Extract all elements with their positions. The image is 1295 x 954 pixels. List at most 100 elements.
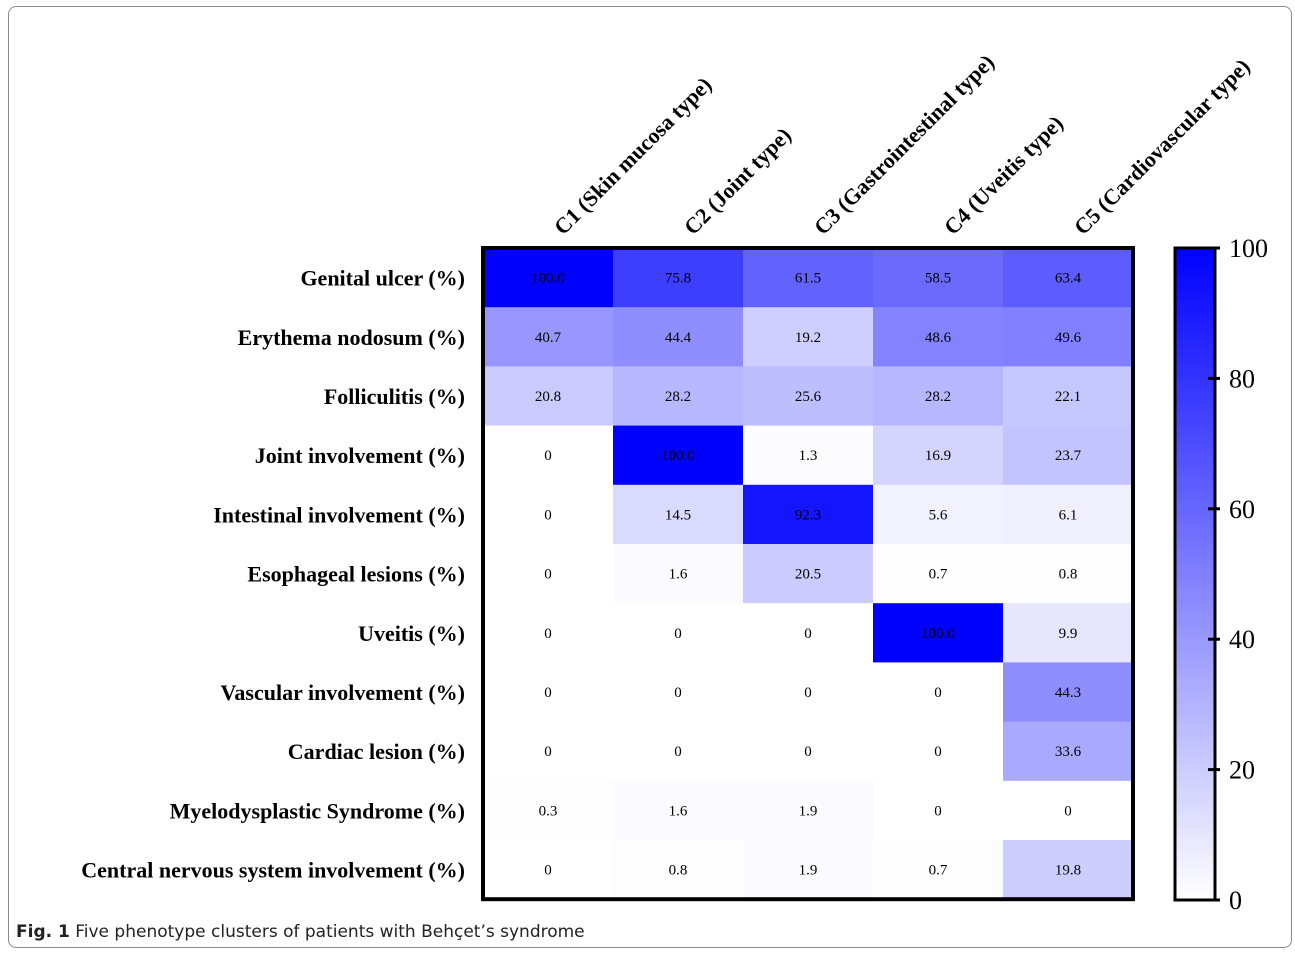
- cell-value-label: 0: [934, 685, 942, 701]
- row-label: Uveitis (%): [358, 621, 465, 646]
- heatmap-cell: [483, 662, 614, 723]
- heatmap-cell: [483, 248, 614, 308]
- cell-value-label: 0: [544, 507, 552, 523]
- heatmap-cell: [613, 840, 744, 900]
- cell-value-label: 0: [804, 626, 812, 642]
- colorbar-tick-label: 80: [1229, 364, 1255, 393]
- row-label: Central nervous system involvement (%): [81, 858, 465, 883]
- heatmap-cell: [873, 721, 1004, 782]
- heatmap-cell: [1003, 603, 1134, 663]
- cell-value-label: 0: [544, 685, 552, 701]
- heatmap-cell: [743, 248, 874, 308]
- cell-value-label: 23.7: [1055, 448, 1082, 464]
- cell-value-label: 25.6: [795, 389, 822, 405]
- heatmap-cell: [743, 366, 874, 427]
- heatmap-cell: [873, 780, 1004, 841]
- heatmap-cell: [1003, 366, 1134, 427]
- colorbar-tick-label: 40: [1229, 625, 1255, 654]
- row-label: Myelodysplastic Syndrome (%): [170, 798, 465, 823]
- row-label: Erythema nodosum (%): [238, 325, 465, 350]
- cell-value-label: 75.8: [665, 271, 691, 287]
- colorbar-ticks: 0 20 40 60 80 100: [1208, 234, 1268, 915]
- heatmap-cell: [483, 307, 614, 367]
- row-label: Genital ulcer (%): [300, 266, 465, 291]
- row-label: Cardiac lesion (%): [288, 739, 465, 764]
- cell-value-label: 0.7: [929, 567, 948, 583]
- cell-value-label: 1.6: [669, 567, 688, 583]
- column-labels: C1 (Skin mucosa type)C2 (Joint type) C3 (…: [549, 49, 1255, 239]
- heatmap-cell: [873, 366, 1004, 427]
- colorbar-tick-label: 100: [1229, 234, 1268, 263]
- cell-value-label: 40.7: [535, 330, 562, 346]
- heatmap-cell: [873, 544, 1004, 604]
- cell-value-label: 0.8: [669, 863, 688, 879]
- heatmap-cell: [1003, 662, 1134, 723]
- heatmap-cell: [1003, 307, 1134, 367]
- cell-value-label: 0: [804, 685, 812, 701]
- heatmap-cell: [743, 484, 874, 545]
- cell-value-label: 5.6: [929, 507, 948, 523]
- heatmap-cell: [483, 721, 614, 782]
- cell-value-label: 0.3: [539, 803, 558, 819]
- heatmap-cell: [743, 544, 874, 604]
- cell-value-label: 1.3: [799, 448, 818, 464]
- heatmap-cell: [873, 603, 1004, 663]
- cell-value-label: 100.0: [661, 448, 695, 464]
- heatmap-cell: [613, 425, 744, 486]
- heatmap-cell: [483, 484, 614, 545]
- heatmap-cell: [483, 544, 614, 604]
- row-label: Esophageal lesions (%): [247, 562, 465, 587]
- heatmap-cell: [873, 484, 1004, 545]
- cell-value-label: 16.9: [925, 448, 951, 464]
- heatmap-cell: [613, 307, 744, 367]
- heatmap-cell: [873, 662, 1004, 723]
- cell-value-label: 44.4: [665, 330, 692, 346]
- cell-value-label: 0: [674, 626, 682, 642]
- cell-value-label: 33.6: [1055, 744, 1082, 760]
- heatmap-cell: [1003, 780, 1134, 841]
- heatmap-cell: [483, 425, 614, 486]
- row-label: Folliculitis (%): [324, 384, 465, 409]
- heatmap-cell: [1003, 484, 1134, 545]
- heatmap-cell: [483, 603, 614, 663]
- figure-caption: Fig. 1 Five phenotype clusters of patien…: [16, 922, 585, 942]
- cell-value-label: 92.3: [795, 507, 821, 523]
- heatmap-cell: [1003, 425, 1134, 486]
- heatmap-cell: [613, 484, 744, 545]
- cell-value-label: 0: [544, 863, 552, 879]
- heatmap-cell: [1003, 840, 1134, 900]
- cell-value-label: 0.8: [1059, 567, 1078, 583]
- cell-value-label: 0: [1064, 803, 1072, 819]
- cell-value-label: 6.1: [1059, 507, 1078, 523]
- heatmap-cell: [483, 840, 614, 900]
- colorbar-tick-label: 60: [1229, 495, 1255, 524]
- cell-value-label: 9.9: [1059, 626, 1078, 642]
- heatmap-cell: [613, 248, 744, 308]
- heatmap-cell: [873, 425, 1004, 486]
- cell-value-label: 0: [934, 803, 942, 819]
- cell-value-label: 61.5: [795, 271, 821, 287]
- cell-value-label: 0: [674, 685, 682, 701]
- colorbar-tick-label: 20: [1229, 756, 1255, 785]
- heatmap-cell: [1003, 248, 1134, 308]
- cell-value-label: 0: [544, 744, 552, 760]
- colorbar-tick-label: 0: [1229, 886, 1242, 915]
- cell-value-label: 1.6: [669, 803, 688, 819]
- cell-value-label: 44.3: [1055, 685, 1081, 701]
- row-label: Joint involvement (%): [255, 443, 465, 468]
- heatmap-cells: [483, 248, 1134, 900]
- cell-value-label: 20.8: [535, 389, 561, 405]
- caption-text: Five phenotype clusters of patients with…: [75, 922, 585, 942]
- column-label: C5 (Cardiovascular type): [1069, 54, 1255, 240]
- heatmap-cell: [873, 840, 1004, 900]
- cell-value-label: 28.2: [665, 389, 691, 405]
- cell-value-label: 63.4: [1055, 271, 1082, 287]
- cell-value-label: 28.2: [925, 389, 951, 405]
- cell-value-label: 22.1: [1055, 389, 1081, 405]
- row-label: Vascular involvement (%): [221, 680, 465, 705]
- cell-value-label: 100.0: [921, 626, 955, 642]
- heatmap-cell: [873, 248, 1004, 308]
- heatmap-cell: [743, 840, 874, 900]
- heatmap-cell: [483, 366, 614, 427]
